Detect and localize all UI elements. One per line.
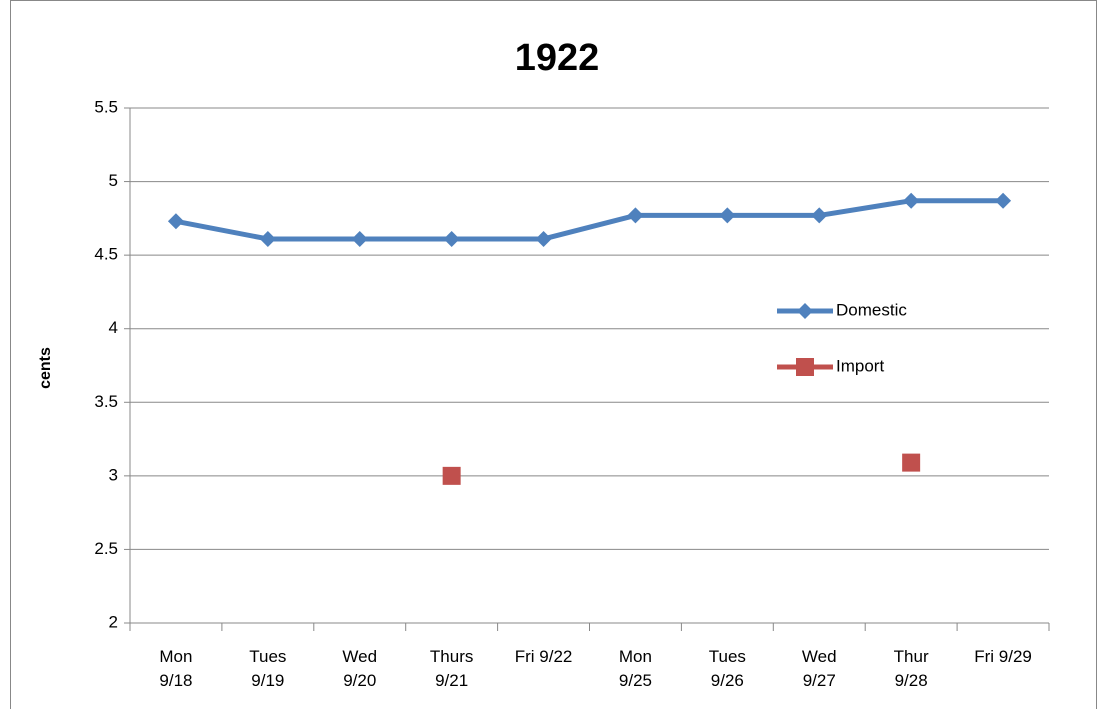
y-tick-label: 2.5 [94,539,118,558]
x-tick-label: Wed 9/27 [801,647,837,690]
legend-label: Import [836,356,884,375]
x-tick-label: Thur 9/28 [893,647,929,690]
x-tick-label: Wed 9/20 [342,647,378,690]
chart-border [10,0,1097,709]
marker [351,230,368,247]
y-tick-label: 5 [109,171,118,190]
series-line [175,198,1004,242]
y-tick-label: 3.5 [94,392,118,411]
x-tick-label: Fri 9/29 [974,647,1032,666]
x-tick-label: Tues 9/26 [708,647,746,690]
marker [811,207,828,224]
y-tick-label: 4.5 [94,245,118,264]
marker [442,466,461,485]
marker [443,230,460,247]
legend-label: Domestic [836,300,907,319]
y-tick-label: 3 [109,465,118,484]
y-tick-label: 5.5 [94,97,118,116]
y-tick-label: 2 [109,612,118,631]
marker [903,192,920,209]
marker [535,230,552,247]
marker [627,207,644,224]
y-tick-label: 4 [109,318,118,337]
x-tick-label: Fri 9/22 [514,647,573,666]
x-tick-label: Thurs 9/21 [429,647,474,690]
marker [719,207,736,224]
x-tick-label: Tues 9/19 [249,647,287,690]
marker [259,230,276,247]
x-tick-label: Mon 9/25 [618,647,652,690]
marker [167,213,184,230]
marker [995,192,1012,209]
y-axis-label: cents [37,347,54,389]
marker [902,453,921,472]
legend-marker [796,358,814,376]
chart-title: 1922 [515,37,600,79]
legend-marker [797,303,813,319]
x-tick-label: Mon 9/18 [159,647,193,690]
